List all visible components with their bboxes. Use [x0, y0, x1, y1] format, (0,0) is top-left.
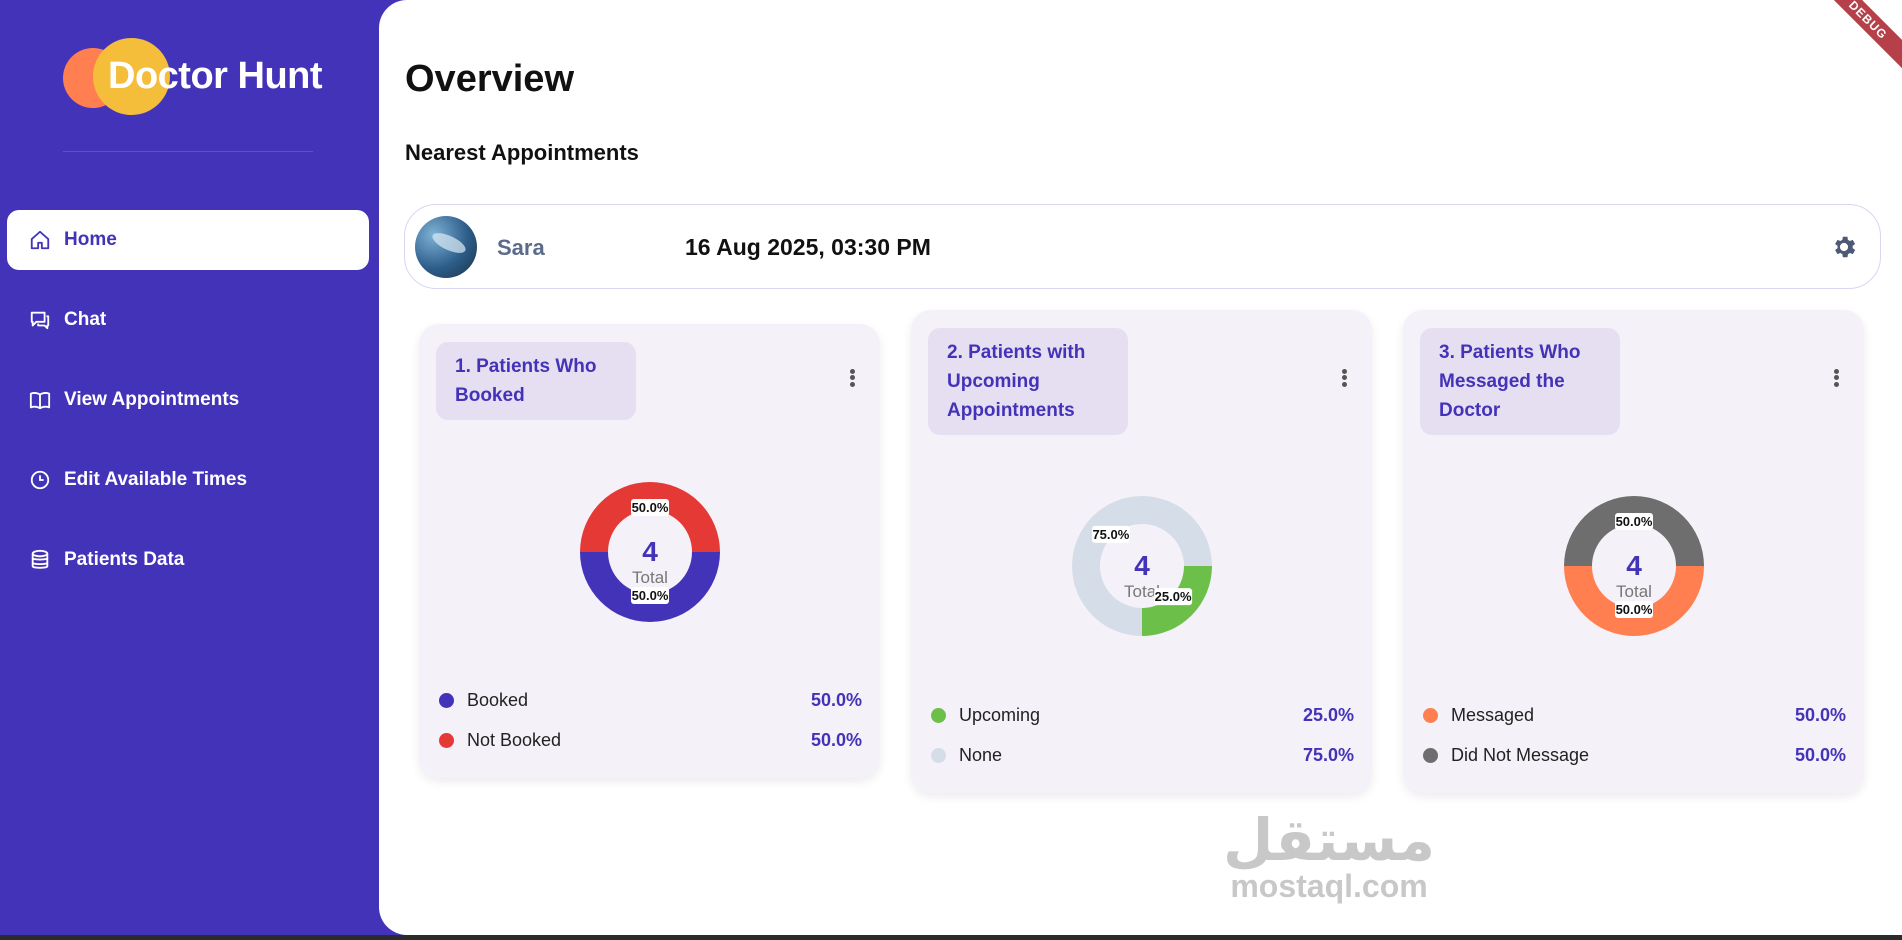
- legend-dot: [1423, 707, 1438, 723]
- donut-chart: 4 Total 50.0% 50.0%: [1564, 496, 1704, 636]
- more-options-icon[interactable]: [849, 367, 855, 389]
- sidebar-item-label: Edit Available Times: [64, 469, 248, 490]
- legend-label: Did Not Message: [1451, 744, 1590, 765]
- legend-value: 50.0%: [1794, 704, 1846, 725]
- gear-icon[interactable]: [1830, 233, 1858, 261]
- sidebar-nav: Home Chat View Appointments Edit Availab…: [7, 210, 369, 610]
- stat-card-messaged: 3. Patients Who Messaged the Doctor 4 To…: [1403, 310, 1864, 793]
- section-title: Nearest Appointments: [405, 140, 639, 165]
- sidebar-item-label: View Appointments: [64, 389, 240, 410]
- svg-text:75.0%: 75.0%: [1092, 527, 1129, 542]
- donut-slice-messaged: [1564, 566, 1704, 636]
- sidebar-item-patients-data[interactable]: Patients Data: [7, 530, 369, 590]
- card-title: 3. Patients Who Messaged the Doctor: [1420, 328, 1620, 435]
- svg-text:50.0%: 50.0%: [632, 500, 669, 515]
- slice-percent-label: 50.0%: [1615, 601, 1653, 618]
- legend-item: Booked 50.0%: [439, 688, 862, 712]
- sidebar-item-label: Chat: [64, 309, 107, 330]
- chat-icon: [28, 308, 52, 332]
- appointment-card[interactable]: Sara 16 Aug 2025, 03:30 PM: [404, 204, 1881, 289]
- legend-value: 75.0%: [1302, 744, 1354, 765]
- stat-card-booked: 1. Patients Who Booked 4 Total 50.0% 50.0…: [419, 324, 880, 778]
- legend-value: 50.0%: [810, 729, 862, 750]
- legend-dot: [931, 707, 946, 723]
- legend-dot: [439, 692, 454, 708]
- legend-dot: [1423, 747, 1438, 763]
- legend-item: Messaged 50.0%: [1423, 703, 1846, 727]
- book-icon: [28, 388, 52, 412]
- legend-item: Not Booked 50.0%: [439, 728, 862, 752]
- chart-total: 4: [642, 536, 658, 567]
- sidebar: Doctor Hunt Home Chat View Appointment: [0, 0, 380, 935]
- legend-dot: [439, 732, 454, 748]
- donut-slice-booked: [580, 552, 720, 622]
- svg-text:50.0%: 50.0%: [1616, 514, 1653, 529]
- slice-percent-label: 50.0%: [1615, 513, 1653, 530]
- page-title: Overview: [405, 58, 574, 100]
- patient-name: Sara: [497, 235, 545, 260]
- legend-label: Booked: [467, 689, 529, 710]
- main-content: Overview Nearest Appointments Sara 16 Au…: [379, 0, 1902, 935]
- donut-chart: 4 Total 50.0% 50.0%: [580, 482, 720, 622]
- watermark-arabic: مستقل: [1222, 806, 1436, 874]
- legend-label: Not Booked: [467, 729, 562, 750]
- home-icon: [28, 228, 52, 252]
- legend-value: 50.0%: [1794, 744, 1846, 765]
- slice-percent-label: 50.0%: [631, 587, 669, 604]
- sidebar-item-label: Patients Data: [64, 549, 185, 570]
- more-options-icon[interactable]: [1833, 367, 1839, 389]
- chart-total: 4: [1134, 550, 1150, 581]
- sidebar-item-view-appointments[interactable]: View Appointments: [7, 370, 369, 430]
- svg-text:50.0%: 50.0%: [1616, 602, 1653, 617]
- database-icon: [28, 548, 52, 572]
- sidebar-item-chat[interactable]: Chat: [7, 290, 369, 350]
- legend-item: None 75.0%: [931, 743, 1354, 767]
- donut-chart: 4 Total 25.0% 75.0%: [1072, 496, 1212, 636]
- chart-total-label: Total: [632, 568, 668, 587]
- brand-logo[interactable]: Doctor Hunt: [63, 38, 323, 118]
- appointment-datetime: 16 Aug 2025, 03:30 PM: [685, 234, 931, 260]
- legend-value: 25.0%: [1302, 704, 1354, 725]
- legend-value: 50.0%: [810, 689, 862, 710]
- sidebar-item-home[interactable]: Home: [7, 210, 369, 270]
- donut-slice-did-not-message: [1564, 496, 1704, 566]
- chart-total-label: Total: [1124, 582, 1160, 601]
- card-title: 1. Patients Who Booked: [436, 342, 636, 420]
- clock-icon: [28, 468, 52, 492]
- watermark: مستقل mostaql.com: [1214, 810, 1444, 902]
- brand-name: Doctor Hunt: [108, 55, 323, 97]
- more-options-icon[interactable]: [1341, 367, 1347, 389]
- legend-label: Upcoming: [959, 704, 1041, 725]
- slice-percent-label: 75.0%: [1091, 525, 1130, 543]
- chart-total: 4: [1626, 550, 1642, 581]
- stat-card-upcoming: 2. Patients with Upcoming Appointments 4…: [911, 310, 1372, 793]
- legend-item: Upcoming 25.0%: [931, 703, 1354, 727]
- sidebar-divider: [63, 151, 313, 152]
- slice-percent-label: 25.0%: [1154, 588, 1193, 606]
- legend-dot: [931, 747, 946, 763]
- watermark-latin: mostaql.com: [1230, 868, 1428, 904]
- avatar: [415, 216, 477, 278]
- logo-circle-yellow: [93, 38, 170, 115]
- slice-percent-label: 50.0%: [631, 499, 669, 516]
- legend-label: Messaged: [1451, 704, 1535, 725]
- svg-text:50.0%: 50.0%: [632, 588, 669, 603]
- svg-text:25.0%: 25.0%: [1155, 589, 1192, 604]
- legend-item: Did Not Message 50.0%: [1423, 743, 1846, 767]
- card-title: 2. Patients with Upcoming Appointments: [928, 328, 1128, 435]
- sidebar-item-edit-available-times[interactable]: Edit Available Times: [7, 450, 369, 510]
- legend-label: None: [959, 744, 1003, 765]
- chart-total-label: Total: [1616, 582, 1652, 601]
- donut-slice-not-booked: [580, 482, 720, 552]
- sidebar-item-label: Home: [64, 229, 117, 250]
